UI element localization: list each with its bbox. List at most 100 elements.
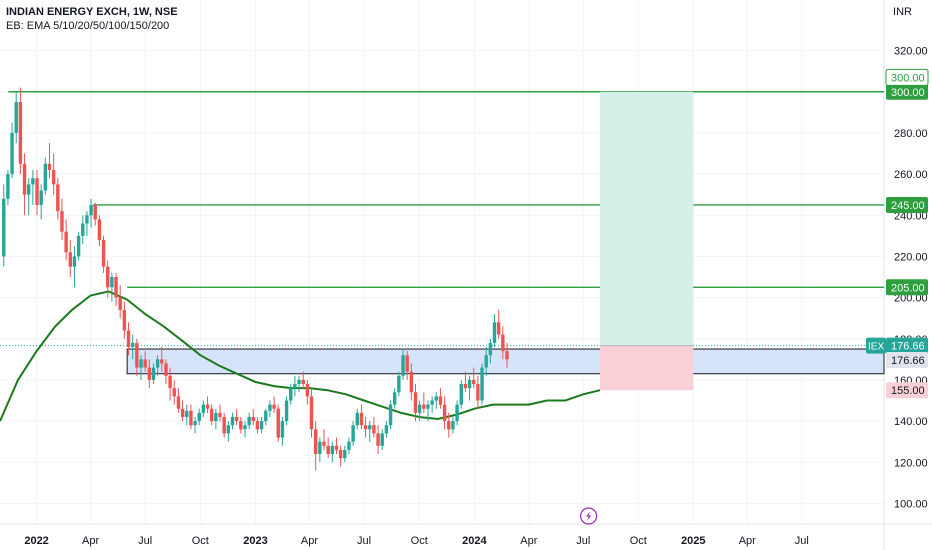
- indicator-legend[interactable]: EB: EMA 5/10/20/50/100/150/200: [6, 20, 170, 32]
- candle: [51, 153, 56, 195]
- candle: [164, 359, 168, 385]
- candle: [480, 363, 484, 405]
- price-axis[interactable]: 100.00120.00140.00160.00180.00200.00220.…: [894, 46, 928, 511]
- candles: [2, 87, 509, 471]
- candle-body: [234, 416, 239, 422]
- candle: [326, 437, 330, 459]
- candle-body: [351, 425, 355, 442]
- candle: [343, 445, 347, 463]
- candle-body: [172, 388, 176, 397]
- candle-body: [39, 190, 43, 205]
- candle-body: [355, 412, 359, 426]
- candle-body: [31, 178, 35, 185]
- candle: [18, 87, 23, 175]
- candle-body: [222, 416, 226, 434]
- candle: [226, 421, 231, 442]
- candle-body: [359, 412, 364, 426]
- candle-body: [451, 421, 455, 430]
- candle-body: [505, 351, 509, 360]
- candle-body: [368, 425, 372, 430]
- candle-body: [338, 449, 343, 459]
- candle: [243, 421, 247, 438]
- time-axis[interactable]: 2022 Apr Jul Oct 2023 Apr Jul Oct 2024 Apr Jul Oct 2…: [24, 535, 809, 547]
- candle-body: [143, 359, 147, 368]
- candle: [255, 416, 260, 434]
- candle-body: [160, 359, 164, 364]
- candle-body: [218, 412, 222, 417]
- candle-body: [247, 416, 251, 426]
- candle-body: [413, 392, 418, 413]
- candle-body: [309, 396, 314, 430]
- candle-body: [164, 363, 168, 376]
- candle: [189, 404, 193, 430]
- candle-body: [27, 184, 31, 195]
- candle-body: [85, 215, 89, 224]
- candle-body: [405, 355, 409, 372]
- candle-body: [68, 252, 72, 267]
- candle-body: [239, 421, 243, 430]
- stop-area: [599, 345, 694, 391]
- candle-body: [47, 163, 52, 170]
- time-tick-label: Jul: [795, 535, 809, 547]
- candle: [201, 400, 206, 417]
- candle-body: [18, 102, 23, 164]
- long-position-tool[interactable]: [599, 91, 694, 391]
- candle-body: [135, 342, 139, 368]
- candle-body: [168, 375, 172, 389]
- candle: [10, 122, 14, 179]
- time-tick-label: Apr: [739, 535, 756, 547]
- candle: [293, 375, 297, 397]
- chart-title: INDIAN ENERGY EXCH, 1W, NSE: [6, 6, 178, 18]
- candle: [455, 400, 459, 426]
- candle: [22, 153, 27, 216]
- candle: [39, 184, 43, 220]
- price-tick-label: 100.00: [894, 498, 928, 510]
- candle-body: [430, 400, 434, 405]
- candle-body: [180, 408, 185, 417]
- candle: [106, 260, 110, 298]
- candle: [72, 246, 77, 288]
- level-price-label-bg: [886, 83, 928, 100]
- candle-body: [147, 367, 152, 380]
- candle: [467, 375, 472, 401]
- candle-body: [384, 425, 389, 434]
- candle-body: [480, 367, 484, 401]
- candle: [218, 404, 222, 422]
- candle-body: [10, 132, 14, 175]
- candle: [501, 326, 505, 360]
- candle-body: [197, 412, 201, 422]
- time-tick-label: 2024: [462, 535, 487, 547]
- candle-body: [106, 266, 110, 288]
- candle: [397, 371, 401, 397]
- candle-body: [268, 404, 272, 411]
- candle-body: [255, 421, 260, 430]
- price-tick-label: 140.00: [894, 416, 928, 428]
- horizontal-levels[interactable]: [0, 91, 884, 347]
- candle: [388, 400, 393, 430]
- candle-body: [313, 429, 318, 455]
- candle: [330, 441, 335, 463]
- ema-polyline: [0, 290, 601, 422]
- candle-body: [276, 408, 280, 438]
- candle: [101, 235, 106, 273]
- candle-body: [176, 396, 181, 409]
- candle: [430, 396, 434, 413]
- candle: [484, 346, 488, 376]
- candle-body: [318, 441, 322, 455]
- candle: [401, 349, 405, 380]
- candle-body: [463, 384, 468, 389]
- time-tick-label: Jul: [357, 535, 371, 547]
- candle-body: [442, 404, 447, 422]
- candle-body: [205, 404, 210, 409]
- candle: [318, 437, 322, 463]
- candle: [210, 404, 214, 426]
- candle-body: [492, 322, 497, 343]
- candle-body: [193, 421, 197, 426]
- candle: [496, 309, 501, 339]
- candle-body: [35, 178, 39, 205]
- time-tick-label: 2025: [681, 535, 705, 547]
- currency-label[interactable]: INR: [893, 6, 912, 18]
- candle: [151, 363, 156, 385]
- candle: [147, 359, 152, 389]
